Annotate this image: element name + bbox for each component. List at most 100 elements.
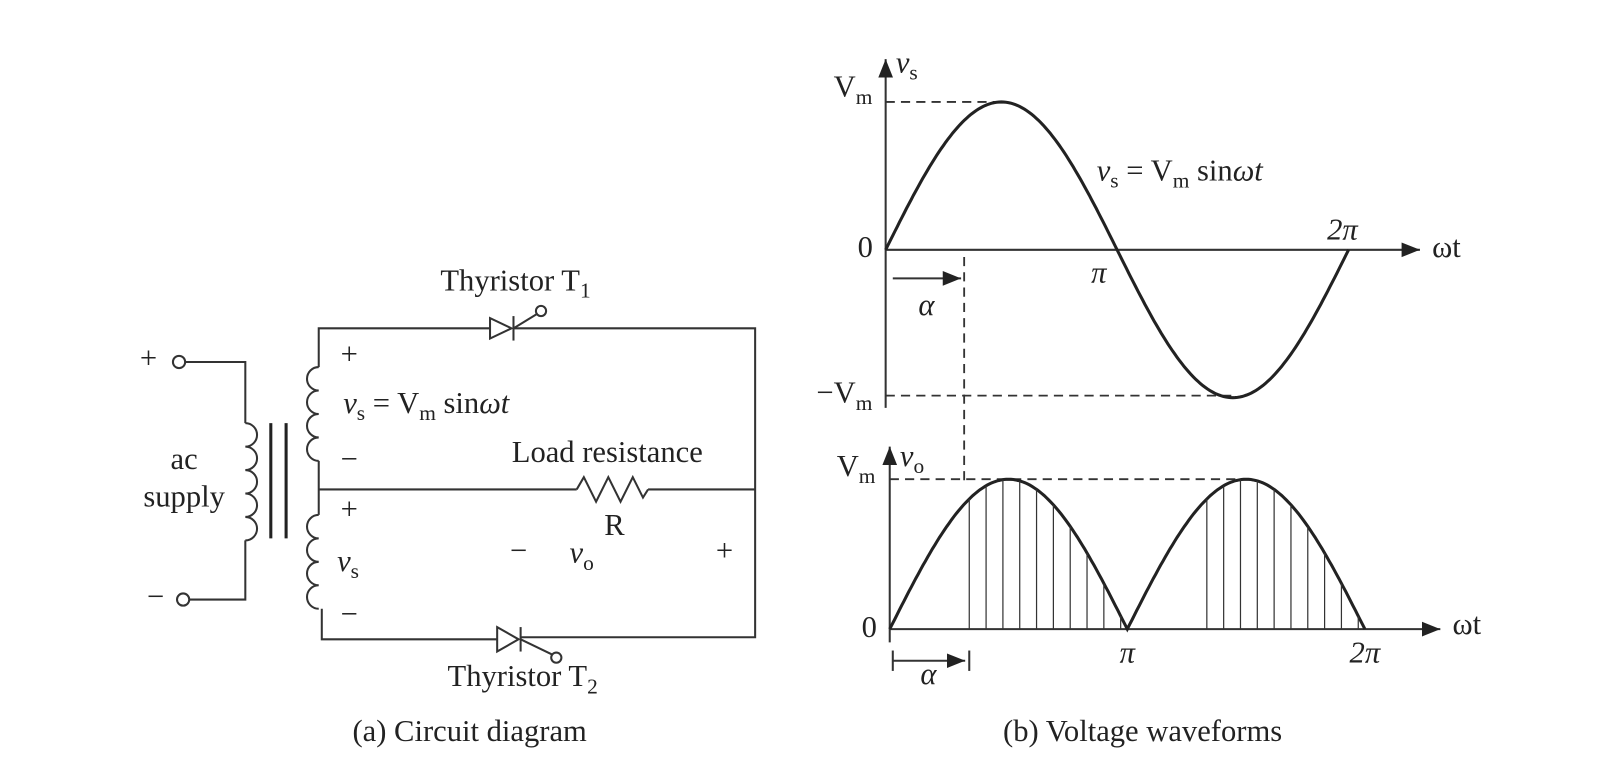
origin-label: 0 bbox=[862, 610, 877, 644]
winding-voltage-part: m bbox=[419, 401, 436, 425]
angle-label-part: 2π bbox=[1327, 212, 1359, 246]
secondary-coil bbox=[306, 366, 319, 462]
peak-label: Vm bbox=[834, 70, 873, 109]
gate bbox=[520, 638, 553, 656]
equation-part: m bbox=[1173, 168, 1190, 192]
caption-part: (b) Voltage waveforms bbox=[1003, 714, 1282, 748]
source-label: ac bbox=[171, 442, 198, 476]
winding-voltage-part: v bbox=[343, 386, 357, 420]
thyristor-label: Thyristor T2 bbox=[448, 659, 598, 698]
caption: (a) Circuit diagram bbox=[352, 714, 587, 748]
equation: vs = Vm sinωt bbox=[1097, 153, 1265, 192]
axis-label-part: v bbox=[896, 45, 910, 79]
peak-label: Vm bbox=[837, 449, 876, 488]
thyristor bbox=[496, 625, 521, 654]
source-label-part: supply bbox=[143, 480, 225, 514]
thyristor bbox=[489, 316, 514, 341]
axis-label-part: v bbox=[900, 439, 914, 473]
angle-label: π bbox=[1091, 255, 1108, 289]
supply-curve bbox=[884, 100, 1350, 400]
gate-terminal bbox=[534, 304, 548, 318]
wire bbox=[317, 327, 757, 641]
polarity: − bbox=[510, 534, 527, 568]
equation-part: = V bbox=[1119, 153, 1173, 187]
origin-label-part: 0 bbox=[862, 610, 877, 644]
thyristor-label-part: Thyristor T bbox=[440, 263, 580, 297]
polarity: + bbox=[341, 337, 358, 371]
axis-label: vo bbox=[900, 439, 924, 478]
polarity-part: + bbox=[716, 534, 733, 568]
output-voltage-part: o bbox=[583, 551, 594, 575]
axis-label-part: s bbox=[909, 60, 917, 84]
origin-label-part: 0 bbox=[858, 230, 873, 264]
thyristor-label-part: Thyristor T bbox=[448, 659, 588, 693]
angle-label-part: 2π bbox=[1350, 636, 1382, 670]
thyristor-label-part: 2 bbox=[587, 674, 598, 698]
thyristor-label-part: 1 bbox=[580, 279, 591, 303]
angle-label: 2π bbox=[1327, 212, 1359, 246]
output-voltage-part: v bbox=[570, 536, 584, 570]
terminal bbox=[175, 592, 191, 607]
polarity: − bbox=[341, 442, 358, 476]
polarity: − bbox=[341, 597, 358, 631]
load-title: Load resistance bbox=[512, 435, 703, 469]
caption-part: (a) Circuit diagram bbox=[352, 714, 587, 748]
terminal-label: − bbox=[147, 580, 164, 614]
origin-label: 0 bbox=[858, 230, 873, 264]
winding-voltage-part: s bbox=[357, 401, 365, 425]
gate-terminal bbox=[550, 651, 563, 664]
axis-label: ωt bbox=[1432, 230, 1461, 264]
output-voltage: vo bbox=[570, 536, 594, 575]
winding-voltage-part: = V bbox=[365, 386, 419, 420]
polarity-part: − bbox=[510, 534, 527, 568]
peak-label-part: m bbox=[856, 391, 873, 415]
axis-label-part: ωt bbox=[1432, 230, 1461, 264]
axis-label-part: o bbox=[914, 454, 925, 478]
output-curve bbox=[888, 477, 1367, 633]
source-label-part: ac bbox=[171, 442, 198, 476]
angle-label: α bbox=[918, 288, 935, 322]
equation-part: s bbox=[1110, 168, 1118, 192]
winding-voltage-part: s bbox=[351, 559, 359, 583]
thyristor-label: Thyristor T1 bbox=[440, 263, 590, 302]
peak-label-part: V bbox=[834, 70, 856, 104]
equation-part: ωt bbox=[1233, 153, 1265, 187]
angle-label-part: α bbox=[920, 657, 937, 691]
secondary-coil bbox=[306, 513, 319, 610]
primary-coil bbox=[245, 422, 258, 542]
terminal-label: + bbox=[140, 341, 157, 375]
axis-label: vs bbox=[896, 45, 918, 84]
axis-label-part: ωt bbox=[1453, 607, 1482, 641]
winding-voltage: vs bbox=[337, 544, 359, 583]
terminal-label-part: − bbox=[147, 580, 164, 614]
axis-label: ωt bbox=[1453, 607, 1482, 641]
polarity: + bbox=[341, 492, 358, 526]
winding-voltage-part: ωt bbox=[479, 386, 511, 420]
polarity-part: + bbox=[341, 492, 358, 526]
angle-label-part: π bbox=[1120, 636, 1137, 670]
polarity-part: − bbox=[341, 442, 358, 476]
waveforms bbox=[878, 59, 1441, 671]
resistor bbox=[575, 474, 649, 504]
peak-label-part: V bbox=[837, 449, 859, 483]
gate bbox=[512, 313, 538, 330]
angle-label: π bbox=[1120, 636, 1137, 670]
winding-voltage: vs = Vm sinωt bbox=[343, 386, 511, 425]
polarity: + bbox=[716, 534, 733, 568]
polarity-part: − bbox=[341, 597, 358, 631]
polarity-part: + bbox=[341, 337, 358, 371]
angle-label: 2π bbox=[1350, 636, 1382, 670]
equation-part: v bbox=[1097, 153, 1111, 187]
angle-label-part: α bbox=[918, 288, 935, 322]
peak-label-part: m bbox=[859, 464, 876, 488]
caption: (b) Voltage waveforms bbox=[1003, 714, 1282, 748]
peak-label-part: m bbox=[856, 85, 873, 109]
terminal-label-part: + bbox=[140, 341, 157, 375]
winding-voltage-part: v bbox=[337, 544, 351, 578]
winding-voltage-part: sin bbox=[436, 386, 479, 420]
resistor-label-part: R bbox=[604, 508, 625, 542]
terminal bbox=[171, 354, 187, 370]
angle-label: α bbox=[920, 657, 937, 691]
